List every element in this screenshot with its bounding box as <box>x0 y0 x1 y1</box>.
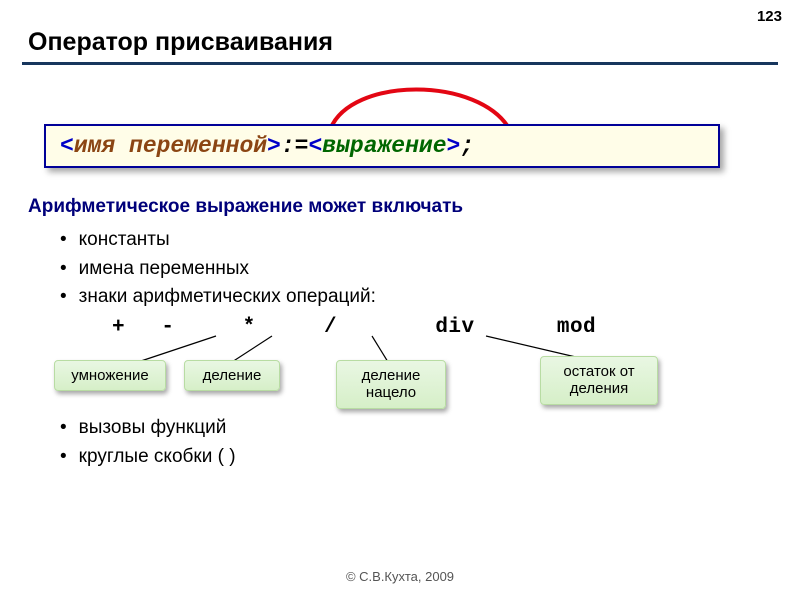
bullets-top: константы имена переменных знаки арифмет… <box>60 226 376 312</box>
var-name-text: имя переменной <box>74 133 267 159</box>
angle-close-2: > <box>447 133 461 159</box>
op-div: div <box>435 316 474 339</box>
angle-open-2: < <box>308 133 322 159</box>
tag-multiplication: умножение <box>54 360 166 391</box>
angle-close-1: > <box>267 133 281 159</box>
tag-label: деления <box>570 380 628 397</box>
list-item: константы <box>60 226 376 255</box>
page-title: Оператор присваивания <box>28 28 333 57</box>
tag-label: нацело <box>366 384 416 401</box>
tag-label: остаток от <box>563 363 634 380</box>
op-minus: - <box>161 316 174 339</box>
list-item: вызовы функций <box>60 414 236 443</box>
op-mod: mod <box>557 316 596 339</box>
semicolon: ; <box>460 133 474 159</box>
list-item: круглые скобки ( ) <box>60 443 236 472</box>
syntax-box: <имя переменной> := <выражение>; <box>44 124 720 168</box>
tag-int-division: деление нацело <box>336 360 446 409</box>
assign-op: := <box>281 133 309 159</box>
page-number: 123 <box>757 8 782 25</box>
subheading: Арифметическое выражение может включать <box>28 196 463 218</box>
list-item: имена переменных <box>60 255 376 284</box>
angle-open-1: < <box>60 133 74 159</box>
title-rule <box>22 62 778 65</box>
footer-copyright: © С.В.Кухта, 2009 <box>0 569 800 584</box>
operators-row: + - * / div mod <box>112 316 596 339</box>
list-item: знаки арифметических операций: <box>60 283 376 312</box>
expr-text: выражение <box>322 133 446 159</box>
tag-label: деление <box>203 367 262 384</box>
tag-division: деление <box>184 360 280 391</box>
op-slash: / <box>324 316 337 339</box>
tag-label: деление <box>362 367 421 384</box>
tag-modulo: остаток от деления <box>540 356 658 405</box>
tag-label: умножение <box>71 367 148 384</box>
op-star: * <box>243 316 256 339</box>
op-plus: + <box>112 316 125 339</box>
bullets-bottom: вызовы функций круглые скобки ( ) <box>60 414 236 471</box>
